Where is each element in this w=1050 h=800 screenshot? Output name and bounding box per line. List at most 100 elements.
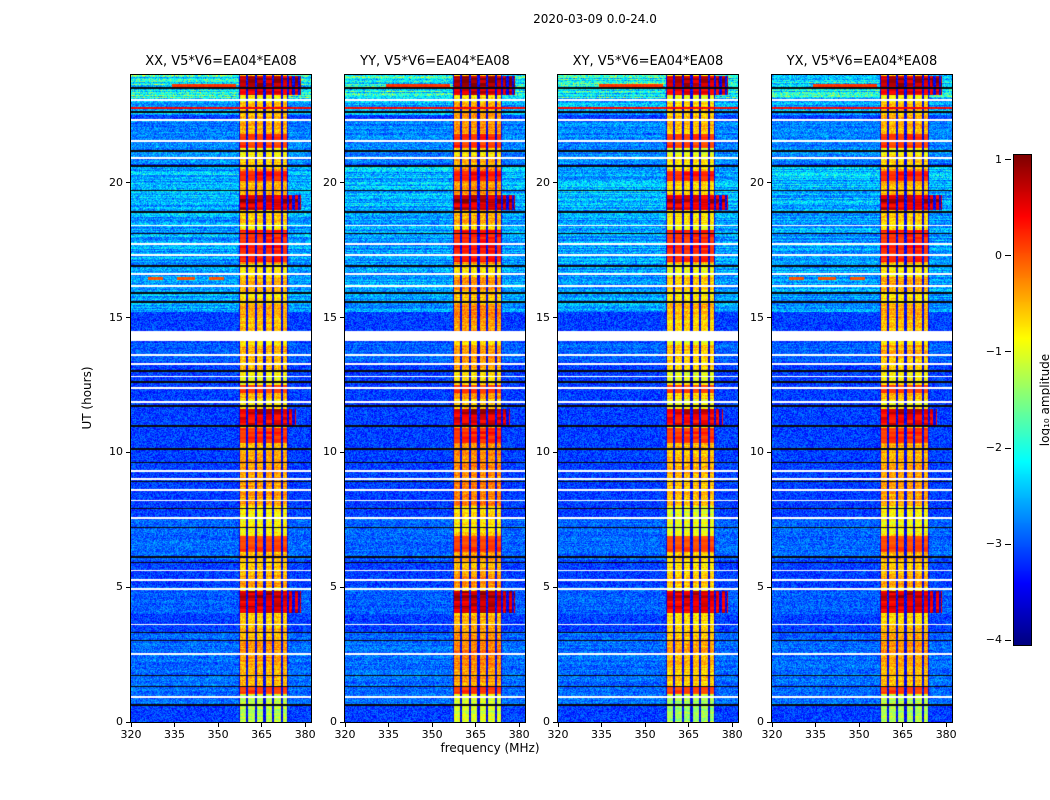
- y-tick: [340, 721, 344, 723]
- y-tick-label: 20: [750, 175, 764, 189]
- y-tick-label: 0: [330, 715, 337, 728]
- panel-title-YX: YX, V5*V6=EA04*EA08: [786, 54, 938, 69]
- spectrogram-panel-YY: YY, V5*V6=EA04*EA08 320 335 350 365 380 0 5 10 15…: [323, 54, 530, 741]
- x-tick-label: 380: [508, 728, 530, 741]
- x-tick: [261, 723, 263, 727]
- x-tick-label: 320: [120, 728, 142, 741]
- y-tick: [340, 182, 344, 184]
- x-tick-label: 335: [805, 728, 827, 741]
- x-axis-label: frequency (MHz): [440, 741, 540, 755]
- x-tick: [475, 723, 477, 727]
- y-tick: [126, 451, 130, 453]
- y-tick-label: 0: [757, 715, 764, 728]
- y-tick-label: 5: [330, 580, 337, 594]
- colorbar-tick-label: −4: [985, 633, 1002, 647]
- x-tick: [557, 723, 559, 727]
- x-tick-label: 380: [721, 728, 743, 741]
- panel-title-YY: YY, V5*V6=EA04*EA08: [360, 54, 510, 69]
- y-tick-label: 5: [757, 580, 764, 594]
- x-tick: [644, 723, 646, 727]
- panel-title-XX: XX, V5*V6=EA04*EA08: [145, 54, 297, 69]
- y-tick-label: 10: [536, 445, 550, 459]
- x-tick: [217, 723, 219, 727]
- y-tick-label: 5: [543, 580, 550, 594]
- y-tick-label: 20: [536, 175, 550, 189]
- x-tick: [945, 723, 947, 727]
- colorbar-tick-label: −2: [985, 441, 1002, 455]
- x-tick: [731, 723, 733, 727]
- y-tick-label: 5: [116, 580, 123, 594]
- y-axis-label: UT (hours): [80, 366, 94, 430]
- x-tick-label: 335: [591, 728, 613, 741]
- x-tick: [902, 723, 904, 727]
- x-tick-label: 350: [848, 728, 870, 741]
- colorbar-tick: [1005, 255, 1011, 257]
- x-tick-label: 365: [465, 728, 487, 741]
- colorbar-tick-label: −1: [985, 344, 1002, 358]
- x-tick: [771, 723, 773, 727]
- y-tick: [340, 317, 344, 319]
- y-tick: [767, 451, 771, 453]
- x-tick: [815, 723, 817, 727]
- y-tick: [767, 721, 771, 723]
- y-tick: [553, 317, 557, 319]
- x-tick: [130, 723, 132, 727]
- y-tick: [767, 586, 771, 588]
- x-tick-label: 380: [935, 728, 957, 741]
- x-tick: [601, 723, 603, 727]
- x-tick-label: 380: [294, 728, 316, 741]
- y-tick-label: 15: [109, 310, 123, 324]
- y-tick-label: 0: [543, 715, 550, 728]
- y-tick: [340, 586, 344, 588]
- y-tick: [126, 586, 130, 588]
- panel-title-XY: XY, V5*V6=EA04*EA08: [572, 54, 724, 69]
- spectrogram-image-XX: [130, 74, 312, 723]
- x-tick-label: 365: [251, 728, 273, 741]
- y-tick-label: 10: [323, 445, 337, 459]
- y-tick-label: 0: [116, 715, 123, 728]
- y-tick-label: 20: [109, 175, 123, 189]
- colorbar-tick-label: 1: [995, 152, 1002, 166]
- y-tick: [553, 721, 557, 723]
- x-tick: [388, 723, 390, 727]
- x-tick-label: 350: [207, 728, 229, 741]
- spectrogram-image-YY: [344, 74, 526, 723]
- y-tick: [126, 182, 130, 184]
- y-tick: [553, 451, 557, 453]
- spectrogram-panel-YX: YX, V5*V6=EA04*EA08 320 335 350 365 380 0 5 10 15…: [750, 54, 957, 741]
- x-tick: [344, 723, 346, 727]
- colorbar-tick: [1005, 351, 1011, 353]
- x-tick-label: 365: [892, 728, 914, 741]
- y-tick-label: 15: [323, 310, 337, 324]
- x-tick-label: 350: [634, 728, 656, 741]
- y-tick-label: 15: [750, 310, 764, 324]
- y-tick-label: 10: [750, 445, 764, 459]
- spectrogram-image-YX: [771, 74, 953, 723]
- y-tick: [767, 182, 771, 184]
- y-tick: [553, 586, 557, 588]
- colorbar: 1 0 −1 −2 −3 −4 log₁₀ amplitude: [986, 153, 1050, 646]
- x-tick-label: 335: [164, 728, 186, 741]
- y-tick-label: 10: [109, 445, 123, 459]
- spectrogram-image-XY: [557, 74, 739, 723]
- x-tick-label: 320: [547, 728, 569, 741]
- colorbar-tick: [1005, 447, 1011, 449]
- x-tick: [304, 723, 306, 727]
- y-tick-label: 15: [536, 310, 550, 324]
- y-tick: [126, 721, 130, 723]
- x-tick-label: 320: [334, 728, 356, 741]
- colorbar-tick: [1005, 159, 1011, 161]
- x-tick-label: 320: [761, 728, 783, 741]
- y-tick: [767, 317, 771, 319]
- x-tick: [518, 723, 520, 727]
- x-tick-label: 365: [678, 728, 700, 741]
- x-tick: [688, 723, 690, 727]
- x-tick-label: 350: [421, 728, 443, 741]
- colorbar-tick-label: 0: [995, 248, 1002, 262]
- figure-title: 2020-03-09 0.0-24.0: [533, 12, 657, 26]
- colorbar-tick: [1005, 639, 1011, 641]
- y-tick-label: 20: [323, 175, 337, 189]
- x-tick: [858, 723, 860, 727]
- spectrogram-panel-XX: XX, V5*V6=EA04*EA08 320 335 350 365 380 0 5 10 15…: [109, 54, 316, 741]
